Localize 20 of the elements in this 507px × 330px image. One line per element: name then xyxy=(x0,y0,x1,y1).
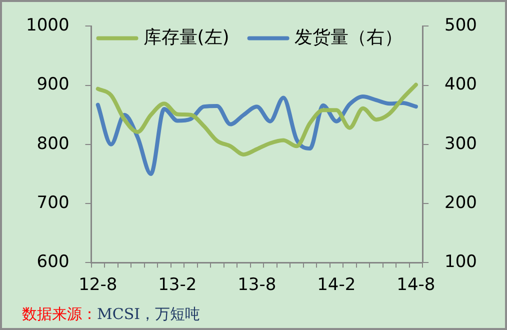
x-tick-label: 14-2 xyxy=(317,275,356,296)
x-tick-label: 13-8 xyxy=(238,275,276,296)
y-tick-label: 600 xyxy=(36,252,70,272)
y2-tick-label: 300 xyxy=(444,134,478,154)
y2-tick-label: 200 xyxy=(444,192,478,213)
y-tick-label: 1000 xyxy=(26,16,70,36)
y2-tick-label: 100 xyxy=(444,252,478,272)
legend-label: 库存量(左) xyxy=(143,26,230,48)
y-tick-label: 800 xyxy=(36,134,70,154)
y2-tick-label: 500 xyxy=(444,16,478,36)
y-tick-label: 700 xyxy=(36,192,70,213)
x-tick-label: 13-2 xyxy=(158,275,197,296)
x-tick-label: 12-8 xyxy=(78,275,118,296)
line-series xyxy=(96,82,418,156)
source-note: 数据来源：MCSI，万短吨 xyxy=(22,304,200,323)
line-series xyxy=(96,94,418,176)
y-tick-label: 900 xyxy=(36,74,70,95)
legend-label: 发货量（右） xyxy=(294,26,402,48)
y2-tick-label: 400 xyxy=(444,74,478,95)
x-tick-label: 14-8 xyxy=(396,275,436,296)
